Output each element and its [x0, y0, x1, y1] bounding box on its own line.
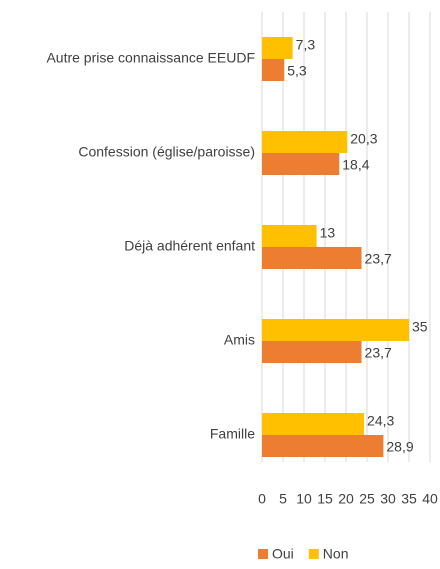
value-label: 7,3 [296, 37, 316, 53]
y-tick-label: Déjà adhérent enfant [124, 238, 255, 254]
value-label: 23,7 [365, 345, 392, 361]
bar [262, 247, 362, 269]
x-tick-label: 15 [317, 491, 333, 507]
y-tick-label: Amis [224, 332, 255, 348]
x-tick-label: 35 [401, 491, 417, 507]
value-label: 18,4 [342, 157, 369, 173]
legend-swatch [258, 549, 268, 559]
bar [262, 413, 365, 435]
bar [262, 341, 362, 363]
value-label: 23,7 [365, 251, 392, 267]
legend-label: Non [323, 546, 349, 562]
bar [262, 59, 285, 81]
bar [262, 435, 384, 457]
value-label: 20,3 [350, 131, 377, 147]
value-label: 24,3 [367, 413, 394, 429]
y-tick-label: Confession (église/paroisse) [78, 144, 255, 160]
x-tick-label: 30 [380, 491, 396, 507]
value-label: 35 [412, 319, 428, 335]
bar [262, 37, 293, 59]
x-tick-label: 25 [359, 491, 375, 507]
y-tick-label: Famille [210, 426, 255, 442]
legend-swatch [308, 549, 319, 559]
x-tick-label: 5 [279, 491, 287, 507]
value-label: 5,3 [287, 63, 307, 79]
bar [262, 153, 340, 175]
bar [262, 319, 409, 341]
value-label: 28,9 [386, 439, 413, 455]
value-label: 13 [320, 225, 336, 241]
x-tick-label: 20 [338, 491, 354, 507]
x-tick-label: 40 [422, 491, 438, 507]
legend-label: Oui [272, 546, 294, 562]
x-tick-label: 0 [258, 491, 266, 507]
bar [262, 225, 317, 247]
bar [262, 131, 348, 153]
x-tick-label: 10 [296, 491, 312, 507]
y-tick-label: Autre prise connaissance EEUDF [46, 50, 255, 66]
